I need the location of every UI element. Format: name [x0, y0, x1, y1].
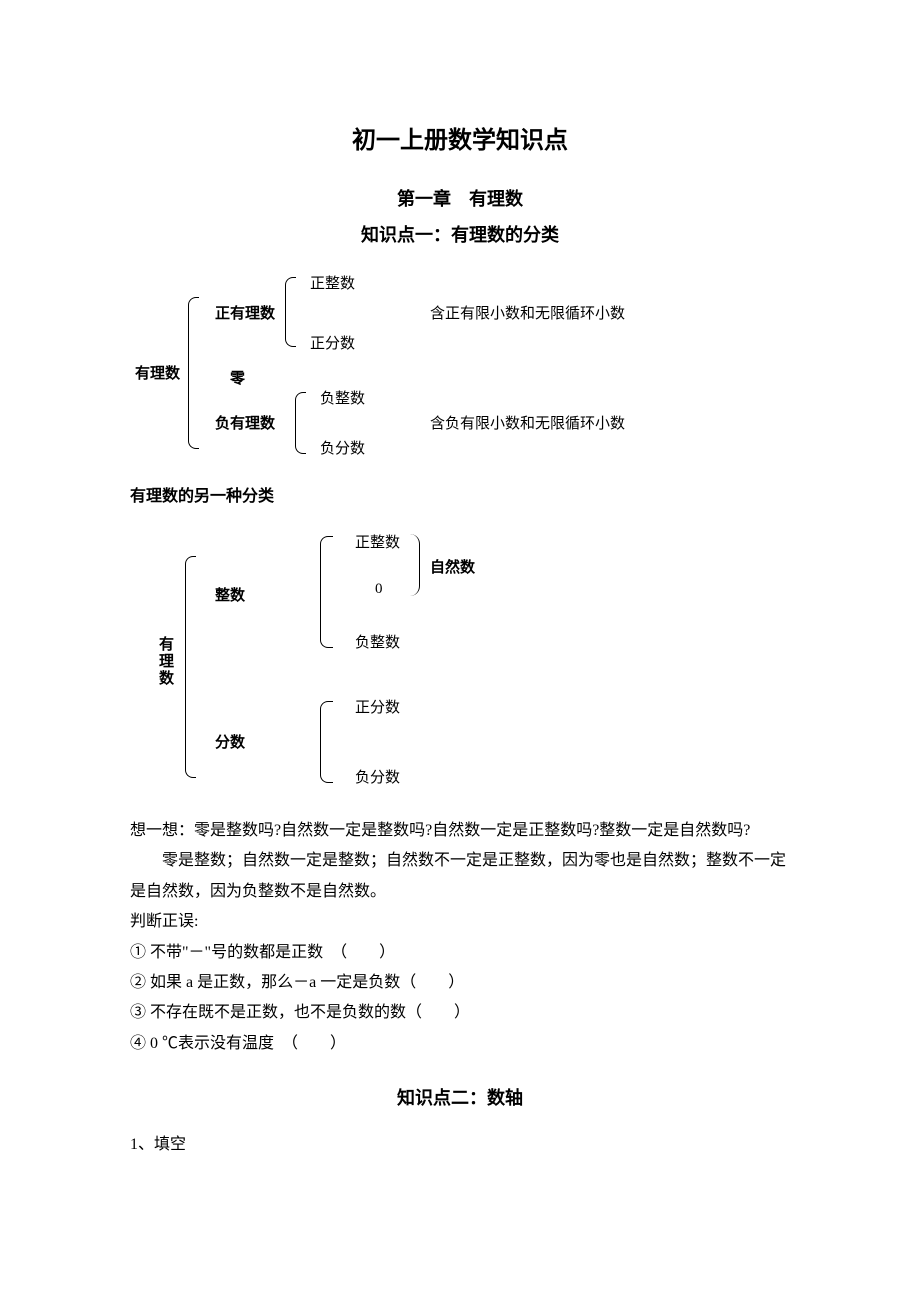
judge-heading: 判断正误:	[130, 907, 790, 937]
tree2-neg-int: 负整数	[355, 631, 400, 652]
brace-icon	[188, 297, 199, 449]
tree2-zero: 0	[375, 581, 383, 598]
classification-tree-1: 有理数 正有理数 正整数 正分数 含正有限小数和无限循环小数 零 负有理数 负整…	[130, 272, 790, 472]
judge-item-2: ② 如果 a 是正数，那么－a 一定是负数（ ）	[130, 968, 790, 998]
brace-icon	[320, 536, 333, 648]
chapter-title: 第一章 有理数	[130, 185, 790, 211]
brace-icon	[285, 277, 296, 347]
judge-item-3: ③ 不存在既不是正数，也不是负数的数（ ）	[130, 998, 790, 1028]
classification-tree-2: 有理数 整数 正整数 0 负整数 自然数 分数 正分数 负分数	[130, 526, 790, 806]
knowledge-point-2-title: 知识点二：数轴	[130, 1084, 790, 1110]
tree1-pos-int: 正整数	[310, 272, 355, 293]
tree1-neg-frac: 负分数	[320, 437, 365, 458]
brace-icon	[295, 392, 306, 454]
judge-item-1: ① 不带"－"号的数都是正数 （ ）	[130, 938, 790, 968]
tree1-root: 有理数	[135, 362, 180, 383]
tree2-root: 有理数	[155, 636, 176, 687]
think-question: 想一想：零是整数吗?自然数一定是整数吗?自然数一定是正整数吗?整数一定是自然数吗…	[130, 816, 790, 846]
tree2-pos-frac: 正分数	[355, 696, 400, 717]
tree2-pos-int: 正整数	[355, 531, 400, 552]
tree1-neg-int: 负整数	[320, 387, 365, 408]
right-brace-icon	[408, 534, 420, 596]
brace-icon	[320, 701, 333, 783]
section-2-heading: 有理数的另一种分类	[130, 482, 790, 506]
tree1-branch3: 负有理数	[215, 412, 275, 433]
tree2-neg-frac: 负分数	[355, 766, 400, 787]
judge-item-4: ④ 0 ℃表示没有温度 （ ）	[130, 1029, 790, 1059]
page: 初一上册数学知识点 第一章 有理数 知识点一：有理数的分类 有理数 正有理数 正…	[0, 0, 920, 1302]
tree1-note1: 含正有限小数和无限循环小数	[430, 302, 625, 323]
tree1-zero: 零	[230, 367, 245, 388]
knowledge-point-1-title: 知识点一：有理数的分类	[130, 221, 790, 247]
tree1-note3: 含负有限小数和无限循环小数	[430, 412, 625, 433]
main-title: 初一上册数学知识点	[130, 120, 790, 155]
tree2-int: 整数	[215, 584, 245, 605]
tree1-branch1: 正有理数	[215, 302, 275, 323]
tree2-frac: 分数	[215, 731, 245, 752]
tree2-natural: 自然数	[430, 556, 475, 577]
tree1-pos-frac: 正分数	[310, 332, 355, 353]
think-answer: 零是整数；自然数一定是整数；自然数不一定是正整数，因为零也是自然数；整数不一定是…	[130, 846, 790, 907]
brace-icon	[185, 556, 196, 778]
fill-blank-heading: 1、填空	[130, 1130, 790, 1160]
